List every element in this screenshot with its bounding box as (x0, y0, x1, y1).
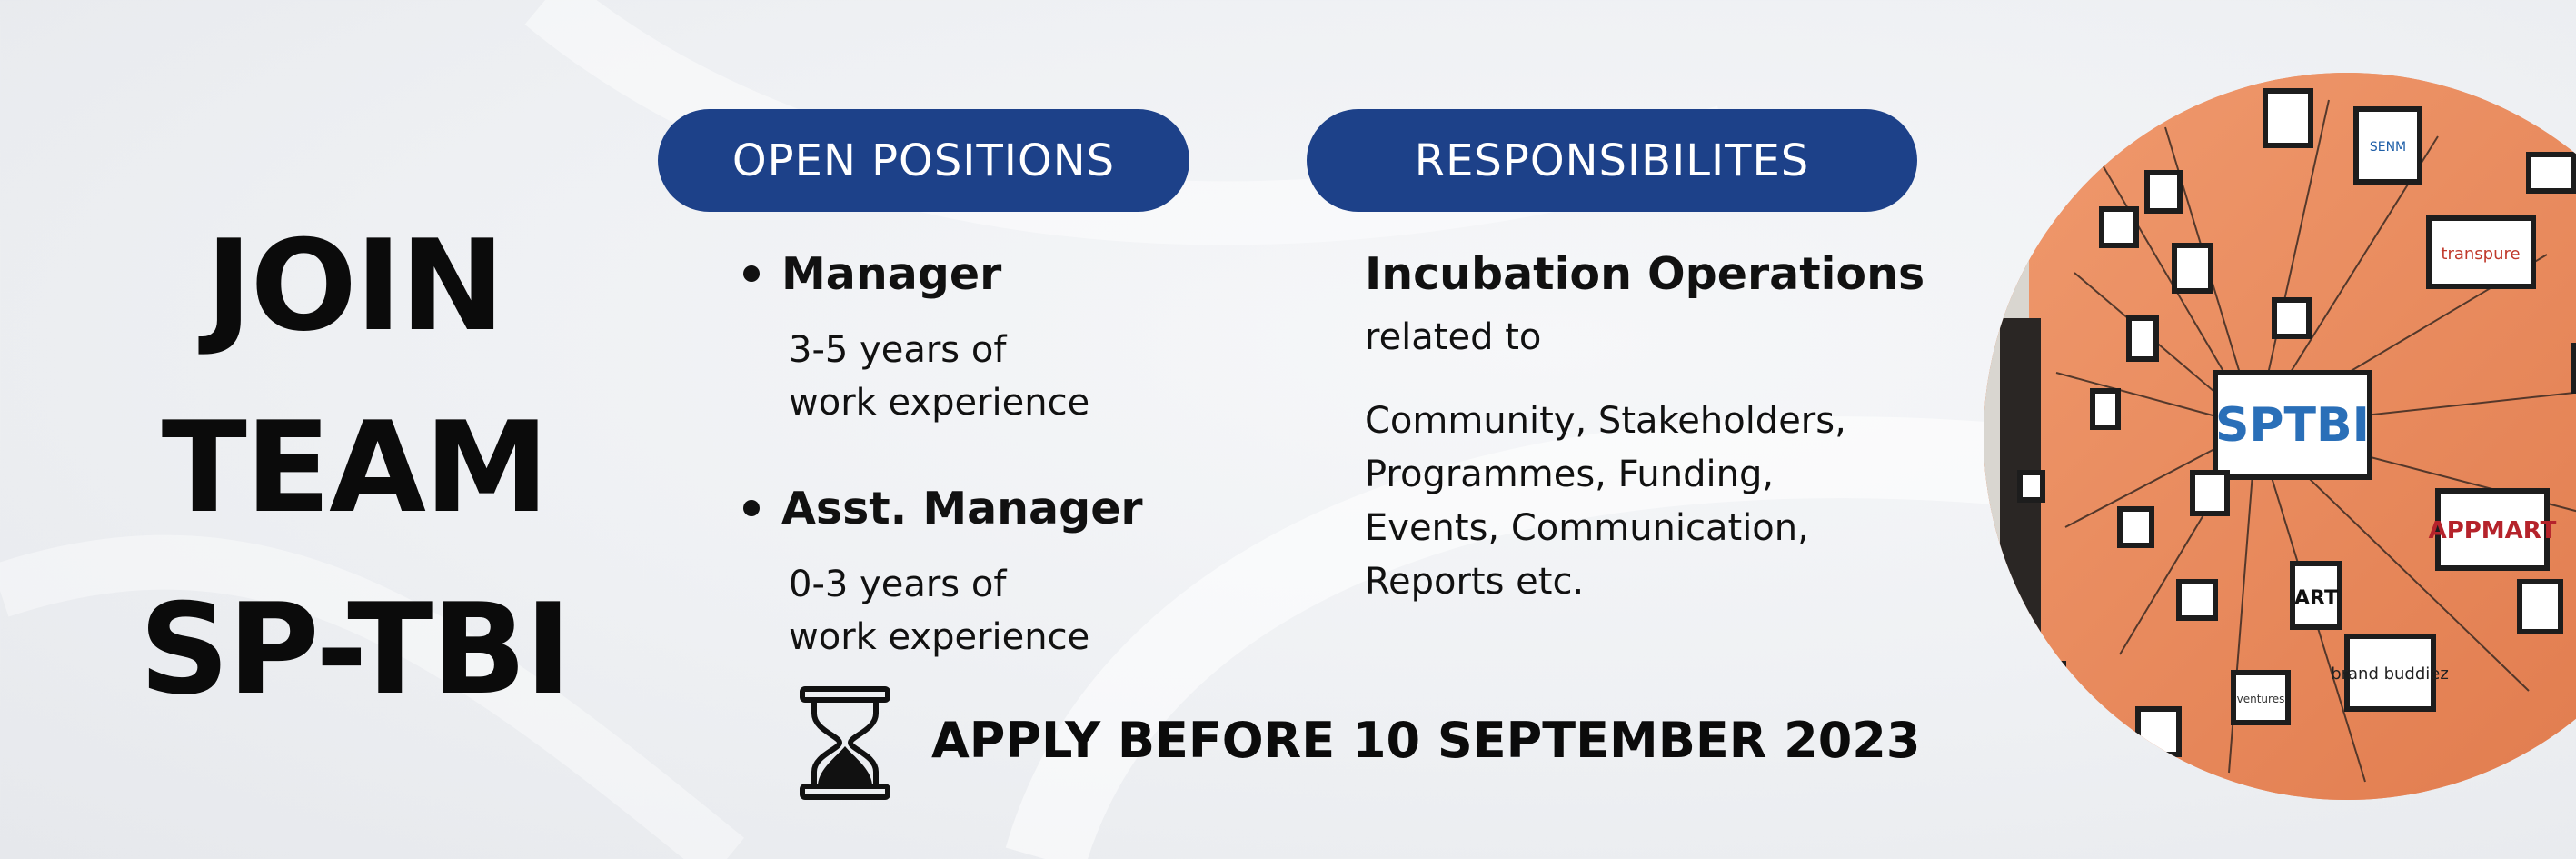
wall-illustration: SPTBI APPMART brand buddiez transpure AR… (1984, 73, 2576, 800)
responsibilities-badge: RESPONSIBILITES (1307, 109, 1917, 212)
responsibility-line: Programmes, Funding, (1365, 454, 1775, 495)
responsibilities-list: Community, Stakeholders, Programmes, Fun… (1365, 395, 1928, 609)
title-line-3: SP-TBI (139, 576, 572, 723)
responsibility-line: Community, Stakeholders, (1365, 400, 1846, 442)
sign-ventures: ventures (2237, 693, 2285, 705)
position-detail-line: 0-3 years of (789, 564, 1007, 605)
list-item: Manager 3-5 years of work experience (736, 238, 1208, 429)
sign-sptbi: SPTBI (2215, 398, 2370, 453)
list-item: Asst. Manager 0-3 years of work experien… (736, 473, 1208, 664)
responsibilities-subheading: related to (1365, 316, 1542, 358)
position-detail-line: work experience (789, 616, 1090, 658)
open-positions-list: Manager 3-5 years of work experience Ass… (736, 238, 1208, 673)
apply-deadline: APPLY BEFORE 10 SEPTEMBER 2023 (931, 712, 1921, 769)
position-title: Asst. Manager (781, 483, 1143, 534)
responsibility-line: Reports etc. (1365, 561, 1585, 603)
position-detail: 0-3 years of work experience (789, 558, 1208, 664)
sign-transpure: transpure (2441, 245, 2520, 264)
open-positions-badge: OPEN POSITIONS (658, 109, 1189, 212)
office-wall-photo: SPTBI APPMART brand buddiez transpure AR… (1984, 73, 2576, 800)
title-line-2: TEAM (161, 395, 550, 541)
position-detail-line: 3-5 years of (789, 329, 1007, 371)
bullet-icon (743, 500, 760, 516)
responsibility-line: Events, Communication, (1365, 507, 1809, 549)
title-line-1: JOIN (205, 213, 505, 359)
bullet-icon (743, 265, 760, 282)
sign-brand-buddiez: brand buddiez (2331, 664, 2449, 684)
sign-art: ART (2294, 587, 2338, 610)
position-title: Manager (781, 248, 1002, 300)
responsibilities-section: Incubation Operations related to Communi… (1365, 238, 1928, 609)
hourglass-icon (800, 686, 890, 800)
sign-senm: SENM (2370, 140, 2406, 155)
sign-appmart: APPMART (2429, 517, 2557, 544)
position-detail-line: work experience (789, 382, 1090, 424)
responsibilities-heading: Incubation Operations (1365, 248, 1925, 300)
page-title: JOIN TEAM SP-TBI (82, 195, 627, 741)
position-detail: 3-5 years of work experience (789, 324, 1208, 429)
